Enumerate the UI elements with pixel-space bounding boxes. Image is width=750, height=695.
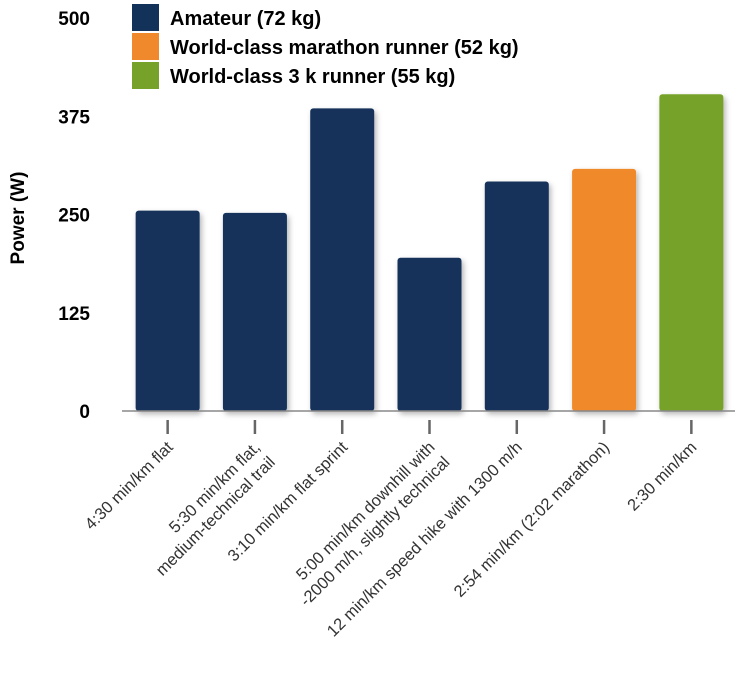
legend-swatch-1: [132, 33, 159, 60]
x-tick-label-5: 2:54 min/km (2:02 marathon): [451, 438, 614, 601]
bars: [135, 94, 724, 411]
x-tick-label-0: 4:30 min/km flat: [82, 438, 177, 533]
legend: Amateur (72 kg) World-class marathon runn…: [132, 4, 519, 89]
bar-4: [484, 181, 549, 411]
legend-swatch-0: [132, 4, 159, 31]
legend-label-1: World-class marathon runner (52 kg): [170, 37, 519, 59]
y-axis: 0 125 250 375 500: [58, 9, 90, 423]
y-axis-title: Power (W): [8, 172, 29, 265]
y-tick-label-0: 0: [79, 402, 90, 423]
x-tick-label-5-line-0: 2:54 min/km (2:02 marathon): [451, 438, 614, 601]
y-tick-label-2: 250: [58, 206, 90, 227]
y-tick-label-1: 125: [58, 304, 90, 325]
x-tick-label-6-line-0: 2:30 min/km: [624, 438, 700, 514]
legend-swatch-2: [132, 62, 159, 89]
x-tick-label-6: 2:30 min/km: [624, 438, 700, 514]
bar-2: [310, 108, 375, 411]
bar-0: [135, 210, 200, 411]
y-tick-label-4: 500: [58, 9, 90, 30]
bar-1: [222, 212, 287, 411]
legend-label-0: Amateur (72 kg): [170, 8, 321, 30]
bar-3: [397, 257, 462, 411]
legend-label-2: World-class 3 k runner (55 kg): [170, 66, 455, 88]
bar-5: [572, 168, 637, 411]
y-tick-label-3: 375: [58, 107, 90, 128]
bar-6: [659, 94, 724, 411]
x-tick-label-3-line-0: 5:00 min/km downhill with: [293, 438, 439, 584]
x-tick-label-0-line-0: 4:30 min/km flat: [82, 438, 177, 533]
